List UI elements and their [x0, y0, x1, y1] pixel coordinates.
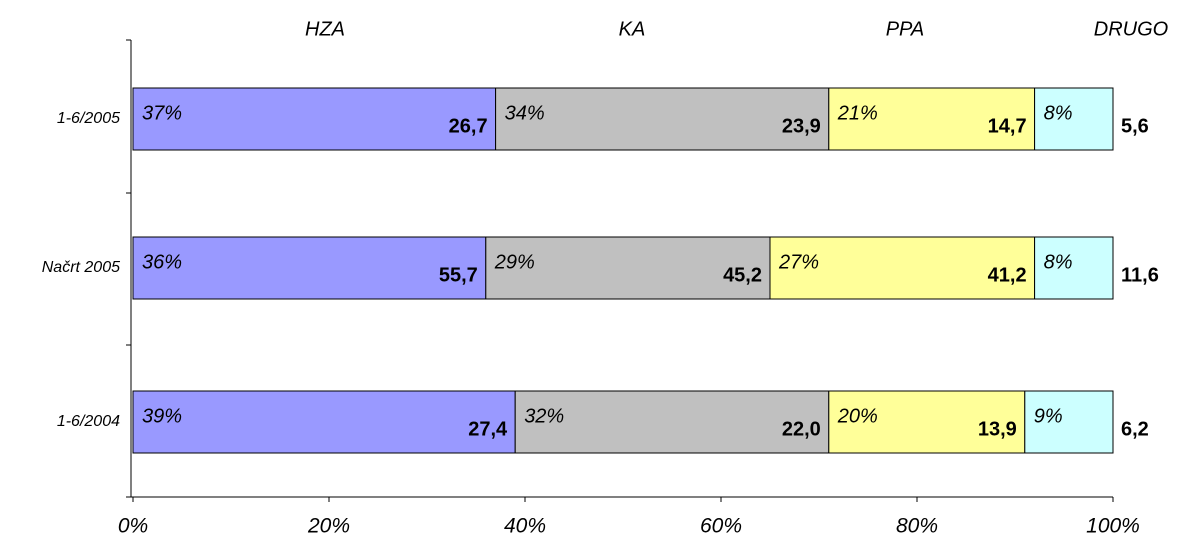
bar-segment — [1034, 236, 1114, 300]
percent-label: 34% — [505, 102, 545, 124]
x-tick-label: 60% — [700, 515, 742, 538]
bar-segment — [514, 390, 830, 454]
x-tick-label: 0% — [118, 515, 148, 538]
percent-label: 20% — [837, 405, 878, 427]
bar-segment — [1024, 390, 1114, 454]
percent-label: 29% — [494, 251, 535, 273]
x-tick-label: 40% — [504, 515, 546, 538]
bar-segment — [132, 390, 516, 454]
percent-label: 9% — [1034, 405, 1063, 427]
percent-label: 37% — [142, 102, 182, 124]
x-tick-label: 80% — [896, 515, 938, 538]
legend-label: HZA — [305, 18, 345, 40]
bar-segment — [828, 87, 1036, 151]
amount-label: 27,4 — [468, 418, 508, 440]
bar-segment — [132, 87, 497, 151]
percent-label: 32% — [524, 405, 564, 427]
bar-segment — [1034, 87, 1114, 151]
percent-label: 8% — [1044, 102, 1073, 124]
bar-segment — [495, 87, 830, 151]
amount-label: 45,2 — [723, 264, 762, 286]
bar-segment — [828, 390, 1026, 454]
percent-label: 39% — [142, 405, 182, 427]
amount-label: 11,6 — [1121, 264, 1159, 286]
x-tick-label: 100% — [1086, 515, 1140, 538]
y-tick-label: Načrt 2005 — [42, 259, 120, 276]
percent-label: 27% — [778, 251, 819, 273]
y-tick-label: 1-6/2005 — [57, 110, 120, 127]
percent-label: 8% — [1044, 251, 1073, 273]
y-tick-label: 1-6/2004 — [57, 413, 120, 430]
bar-segment — [485, 236, 771, 300]
percent-label: 36% — [142, 251, 182, 273]
amount-label: 5,6 — [1121, 115, 1149, 137]
amount-label: 55,7 — [439, 264, 478, 286]
bar-segment — [769, 236, 1036, 300]
amount-label: 13,9 — [978, 418, 1017, 440]
x-tick-label: 20% — [307, 515, 350, 538]
bar-segment — [132, 236, 487, 300]
amount-label: 26,7 — [449, 115, 488, 137]
amount-label: 22,0 — [782, 418, 821, 440]
amount-label: 6,2 — [1121, 418, 1149, 440]
amount-label: 41,2 — [988, 264, 1027, 286]
legend-label: PPA — [886, 18, 925, 40]
amount-label: 23,9 — [782, 115, 821, 137]
legend-label: DRUGO — [1094, 18, 1168, 40]
percent-label: 21% — [837, 102, 878, 124]
amount-label: 14,7 — [988, 115, 1027, 137]
legend-label: KA — [619, 18, 646, 40]
